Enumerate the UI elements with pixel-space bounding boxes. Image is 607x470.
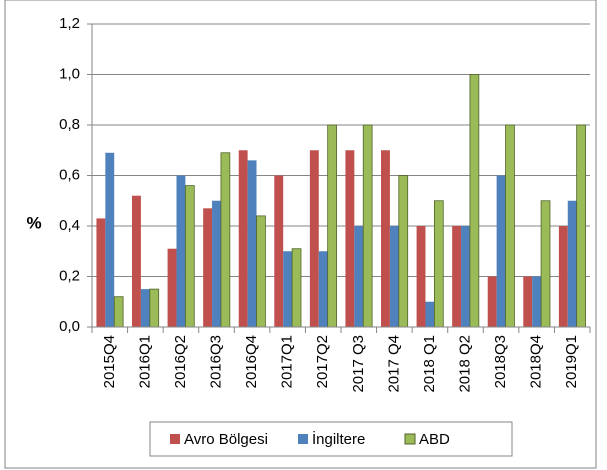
y-axis-label: %	[26, 213, 41, 232]
legend-label: İngiltere	[312, 430, 365, 448]
bar	[416, 226, 426, 327]
bar	[469, 74, 480, 328]
bar	[105, 152, 115, 327]
bar	[354, 226, 364, 327]
bar	[238, 150, 248, 327]
bar	[345, 150, 355, 327]
bar	[247, 160, 257, 327]
x-tick-label: 2017Q2	[314, 335, 331, 388]
x-tick-label: 2016Q3	[207, 335, 224, 388]
bar	[523, 276, 533, 327]
bar	[576, 124, 586, 328]
legend-swatch	[170, 434, 180, 444]
bar	[398, 175, 409, 328]
bar	[176, 175, 186, 327]
y-tick-label: 0,6	[59, 166, 80, 183]
bar	[433, 200, 444, 328]
bar	[184, 185, 195, 328]
y-tick-label: 0,0	[59, 318, 80, 335]
bar	[487, 276, 497, 327]
x-tick-label: 2018Q4	[528, 335, 545, 388]
bar	[327, 124, 337, 328]
bar	[274, 175, 284, 327]
bar	[558, 226, 568, 327]
x-tick-label: 2018 Q1	[421, 335, 438, 393]
x-tick-label: 2018Q3	[492, 335, 509, 388]
legend-swatch	[404, 433, 416, 445]
x-tick-label: 2017 Q3	[350, 335, 367, 393]
bar	[425, 301, 435, 327]
bar	[212, 200, 221, 327]
bar	[96, 218, 106, 327]
bar	[532, 276, 542, 327]
bar	[220, 152, 231, 328]
bar	[318, 251, 328, 327]
y-tick-label: 1,2	[59, 15, 80, 32]
y-tick-label: 0,8	[59, 116, 80, 133]
x-tick-label: 2016Q4	[243, 335, 260, 388]
bar	[167, 248, 177, 327]
x-tick-label: 2019Q1	[563, 335, 580, 388]
x-tick-label: 2015Q4	[101, 335, 118, 388]
bar	[567, 200, 577, 327]
y-tick-label: 0,2	[59, 267, 80, 284]
x-tick-label: 2016Q2	[172, 335, 189, 388]
bar	[540, 200, 551, 328]
bar	[505, 124, 515, 328]
bar	[452, 226, 462, 327]
x-tick-label: 2017Q1	[279, 335, 296, 388]
bar	[113, 296, 124, 328]
bar	[149, 288, 160, 328]
bar	[283, 251, 293, 327]
bar	[291, 248, 302, 328]
bar	[256, 215, 266, 328]
x-tick-label: 2018 Q2	[456, 335, 473, 393]
bar	[381, 150, 390, 327]
bar	[132, 195, 141, 327]
legend-swatch	[298, 434, 308, 444]
bar	[362, 124, 373, 328]
bar	[461, 226, 470, 327]
legend-box	[149, 421, 513, 457]
bar	[140, 289, 150, 327]
y-tick-label: 1,0	[59, 65, 80, 82]
x-tick-label: 2017 Q4	[385, 335, 402, 393]
bar	[496, 175, 506, 327]
legend-label: Avro Bölgesi	[184, 431, 268, 448]
y-tick-label: 0,4	[59, 217, 80, 234]
bar	[309, 150, 319, 327]
x-tick-label: 2016Q1	[136, 335, 153, 388]
bar	[389, 226, 399, 327]
legend-label: ABD	[419, 431, 450, 448]
bar	[203, 208, 213, 327]
